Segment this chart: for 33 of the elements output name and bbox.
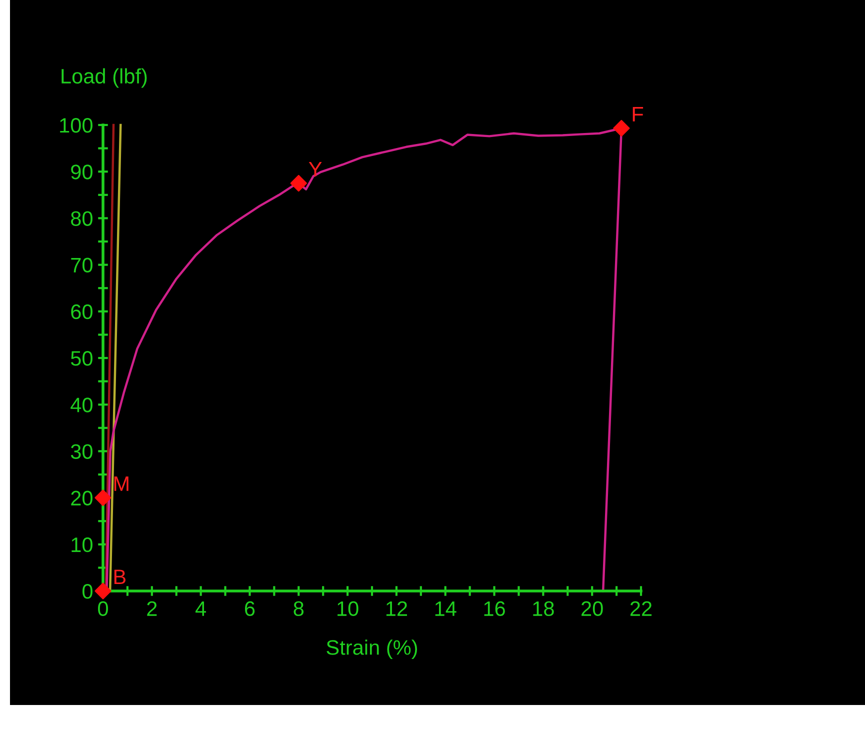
x-tick-label: 22 [630, 601, 652, 616]
x-tick-label: 8 [294, 601, 304, 616]
x-tick-label: 14 [435, 601, 456, 616]
annotation: Y [308, 162, 322, 176]
y-tick-label: 0 [82, 584, 92, 599]
x-tick-label: 6 [244, 601, 255, 616]
point [94, 582, 112, 600]
x-tick-label: 2 [147, 601, 157, 616]
y-tick-label: 60 [71, 304, 92, 320]
y-tick-label: 90 [71, 164, 92, 180]
y-tick-label: 30 [70, 444, 92, 459]
x-tick-label: 16 [484, 601, 505, 616]
point [290, 174, 307, 192]
point [94, 490, 112, 506]
y-tick-label: 10 [72, 537, 92, 552]
x-tick-label: 0 [98, 601, 108, 616]
x-tick-label: 4 [196, 601, 206, 616]
annotation: F [632, 106, 644, 122]
y-tick-label: 20 [71, 490, 92, 506]
annotation: M [114, 476, 128, 491]
y-tick-label: 70 [71, 258, 92, 273]
x-tick-label: 10 [338, 601, 358, 616]
y-tick-label: 50 [70, 351, 92, 366]
x-tick-label: 20 [582, 601, 603, 616]
y-axis-title: Load (lbf) [62, 68, 147, 88]
y-tick-label: 80 [71, 211, 92, 226]
annotation: B [114, 570, 126, 584]
x-axis-title: Strain (%) [326, 640, 418, 659]
x-tick-label: 18 [533, 601, 554, 616]
y-tick-label: 40 [70, 398, 92, 412]
y-tick-label: 100 [60, 118, 92, 133]
x-tick-label: 12 [386, 601, 407, 616]
point [613, 120, 630, 137]
